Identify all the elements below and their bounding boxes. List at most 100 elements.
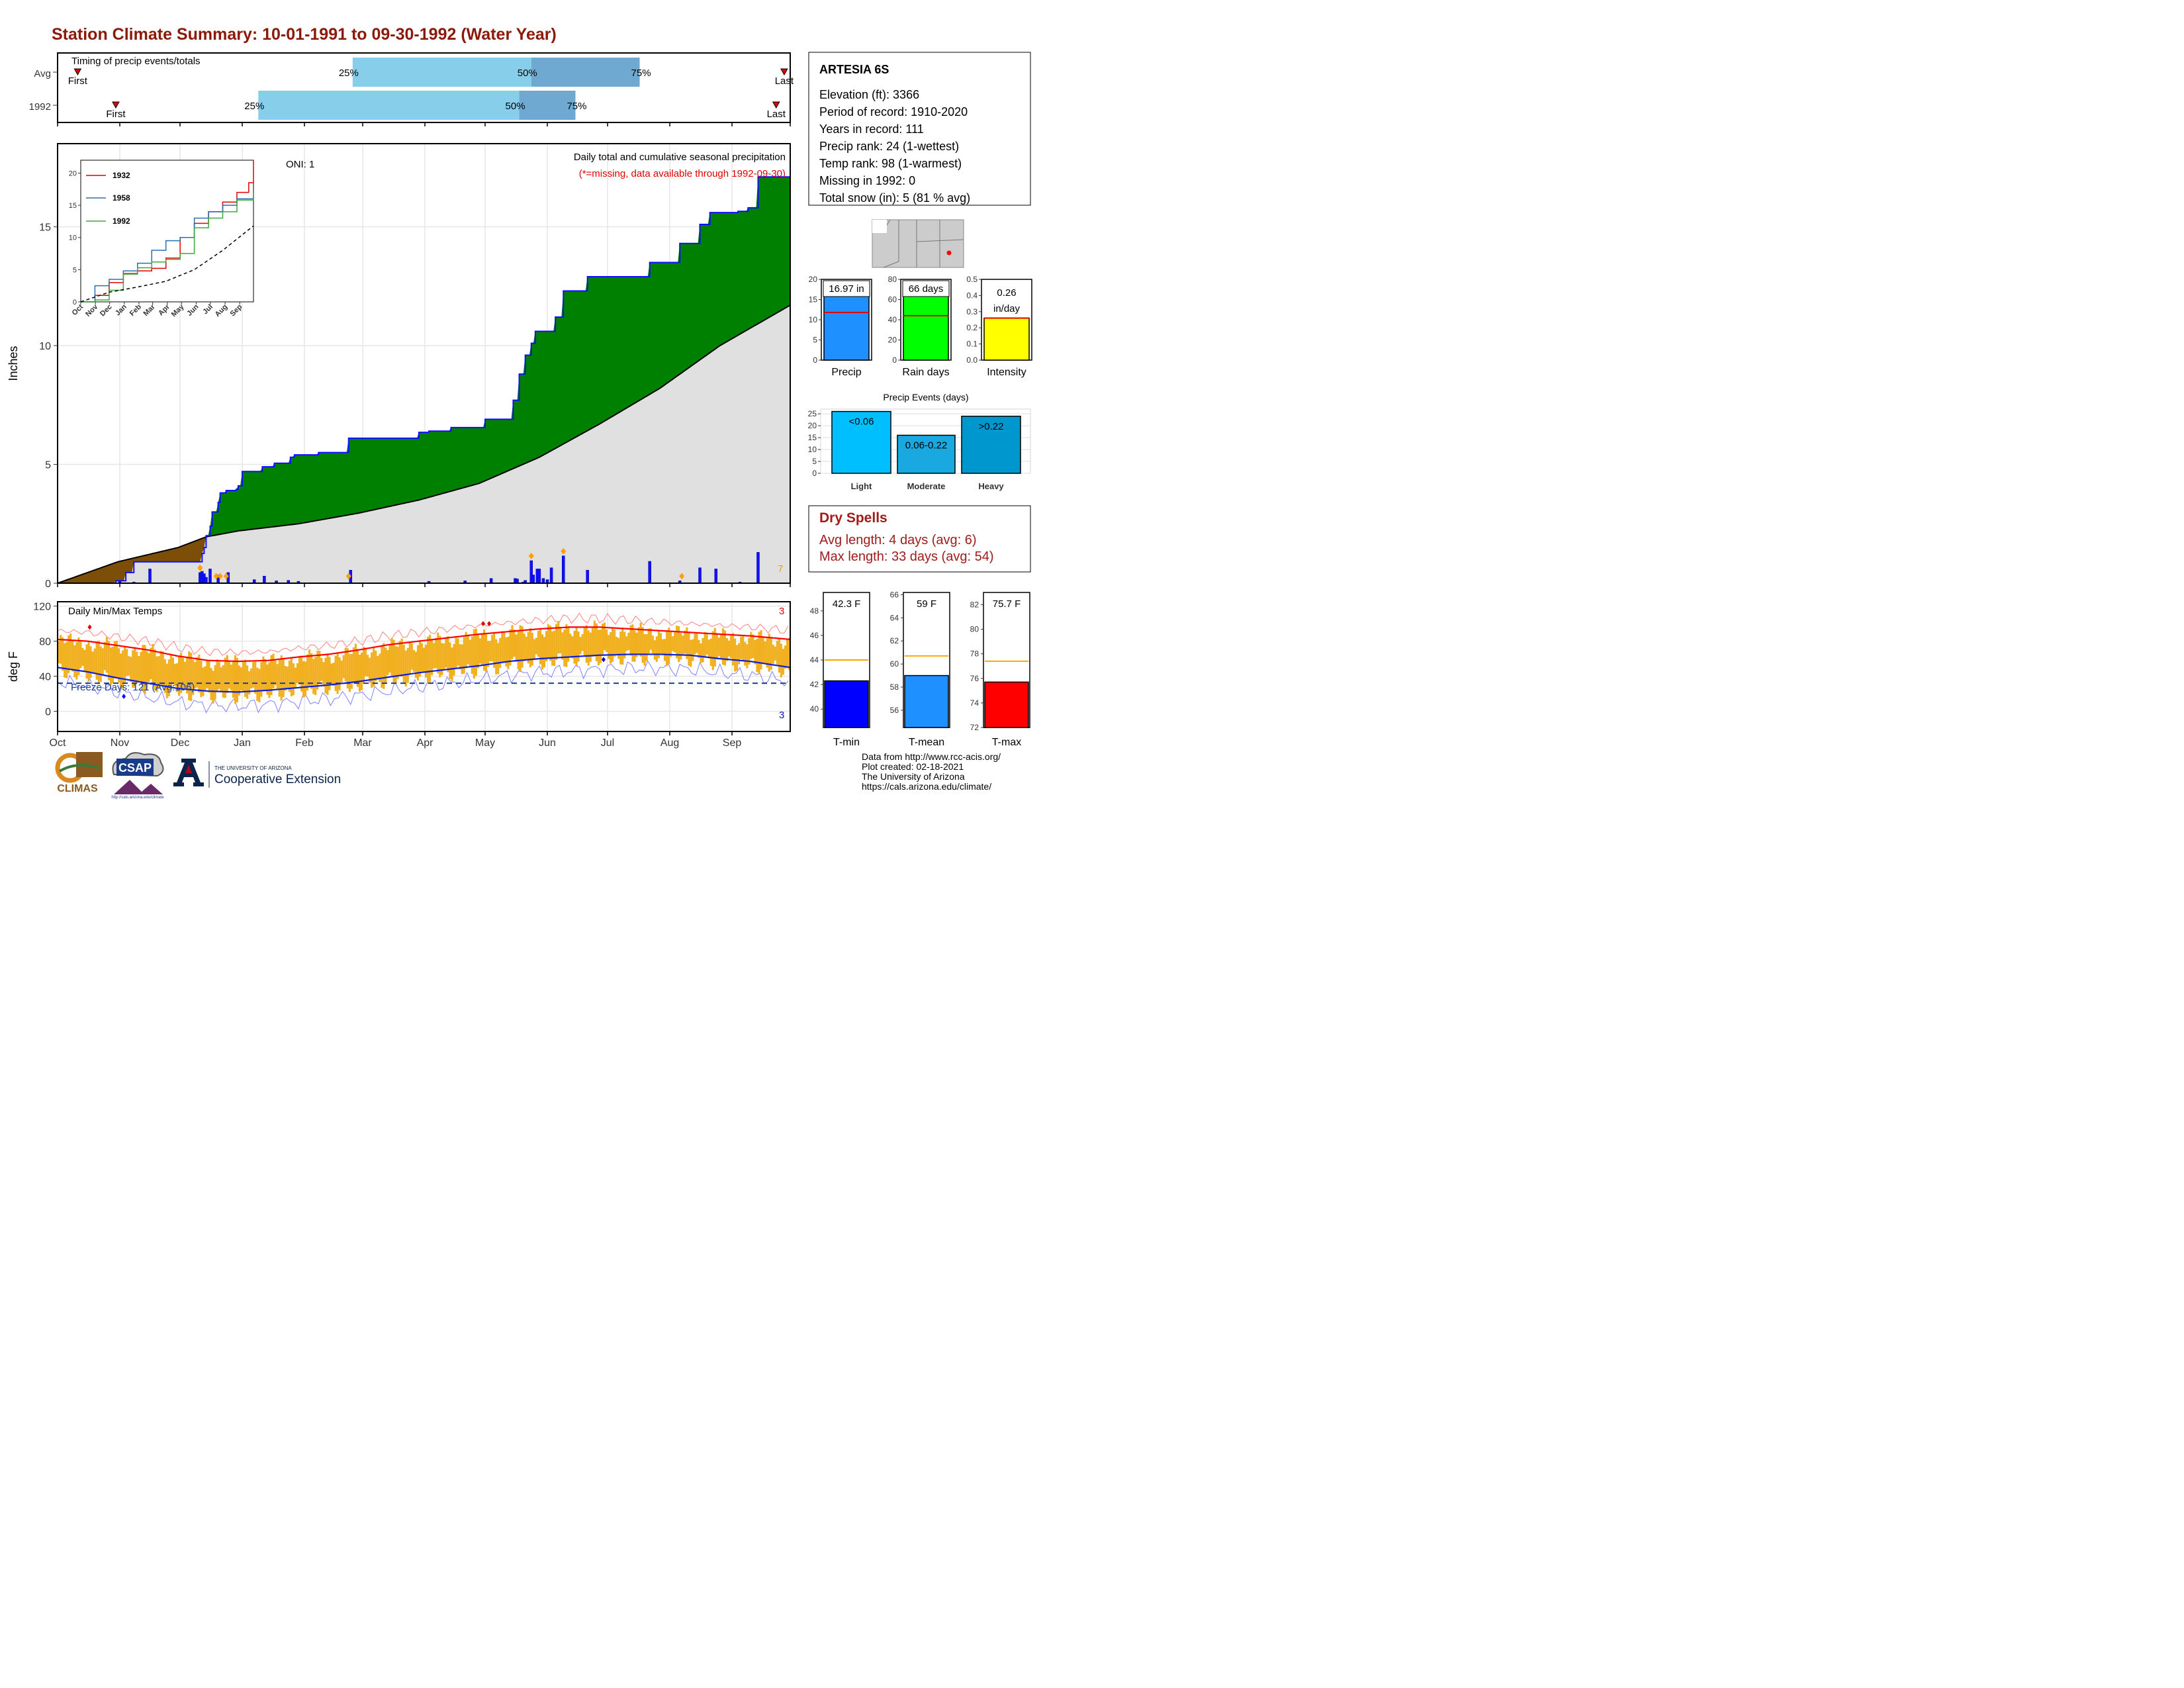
events-ytick-label: 5	[812, 457, 817, 466]
precip-ytick-label: 0	[45, 579, 51, 590]
daily-temp-bar	[95, 641, 98, 680]
record-count-label: 7	[778, 563, 783, 575]
daily-temp-bar	[427, 636, 430, 684]
daily-temp-bar	[723, 630, 727, 666]
temp-bar-name: T-max	[992, 737, 1021, 748]
daily-temp-bar	[365, 647, 367, 677]
daily-temp-bar	[418, 639, 422, 677]
daily-temp-bar	[348, 653, 351, 692]
intensity-value-number: 0.26	[997, 287, 1016, 299]
daily-temp-bar	[776, 641, 778, 665]
daily-temp-bar	[688, 632, 690, 666]
summary-bars: 0 5 10 15 20 Precip 0 20 40 60 80 Rain days 0.0 0.1 0.…	[809, 275, 1032, 378]
daily-temp-bar	[338, 657, 341, 690]
daily-temp-bar	[334, 655, 337, 691]
daily-temp-bar	[579, 637, 582, 655]
events-bar-light	[831, 410, 891, 474]
daily-temp-bar	[603, 622, 606, 651]
daily-precip-bar	[489, 578, 493, 584]
daily-temp-bar	[645, 633, 648, 662]
summary-ytick-label: 20	[888, 336, 897, 345]
daily-temp-bar	[541, 634, 544, 670]
daily-temp-bar	[173, 663, 177, 686]
station-line: Years in record: 111	[819, 122, 924, 136]
daily-temp-bar	[455, 637, 457, 669]
daily-temp-bar	[672, 636, 674, 651]
daily-temp-bar	[670, 632, 672, 657]
daily-temp-bar	[597, 630, 600, 666]
daily-temp-bar	[83, 649, 86, 671]
daily-temp-bar	[575, 627, 578, 667]
daily-temp-bar	[643, 633, 646, 666]
daily-temp-bar	[222, 665, 224, 698]
daily-temp-bar	[748, 637, 751, 665]
temp-bar-value-label: 59 F	[917, 598, 936, 610]
inset-ytick-label: 0	[73, 299, 77, 306]
daily-temp-bar	[165, 663, 168, 698]
daily-temp-bar	[698, 639, 700, 658]
daily-temp-bar	[326, 653, 329, 695]
temp-summary-ytick-label: 64	[890, 613, 899, 622]
daily-temp-bar	[146, 651, 148, 690]
daily-temp-bar	[549, 626, 552, 661]
daily-temp-bar	[404, 650, 407, 687]
summary-ytick-label: 0.3	[966, 307, 978, 316]
daily-temp-bar	[665, 632, 668, 667]
record-high-envelope	[57, 612, 789, 657]
precip-y-label: Inches	[7, 346, 20, 381]
record-temp-marker	[122, 694, 126, 700]
daily-temp-bar	[371, 652, 373, 688]
timing-marker-triangle	[73, 68, 82, 76]
daily-temp-bar	[79, 640, 82, 669]
temp-summary-ytick-label: 48	[810, 606, 819, 616]
inset-series-1992	[81, 192, 254, 303]
temp-summary-bars: 40 42 44 46 48 42.3 F T-min 56 58 60 62 64 66 59 F T-m…	[810, 590, 1030, 748]
average-cumulative-line	[57, 305, 791, 584]
daily-temp-bar	[254, 661, 257, 694]
daily-temp-bar	[383, 643, 385, 689]
daily-temp-bar	[684, 630, 686, 654]
daily-temp-bar	[132, 650, 134, 688]
credit-line: Data from http://www.rcc-acis.org/	[862, 751, 1001, 762]
timing-bar-25-50	[258, 91, 520, 120]
daily-temp-bar	[515, 634, 518, 662]
summary-ytick-label: 0.4	[966, 291, 978, 300]
daily-temp-bar	[294, 667, 296, 689]
daily-temp-bar	[196, 657, 199, 688]
daily-temp-bar	[593, 620, 596, 657]
daily-temp-bar	[441, 643, 443, 676]
daily-temp-bar	[200, 660, 203, 698]
daily-temp-bar	[91, 651, 94, 674]
daily-temp-bar	[278, 660, 281, 697]
daily-temp-bar	[304, 661, 307, 697]
temp-xtick-label: Mar	[353, 737, 372, 749]
daily-temp-bar	[161, 651, 164, 686]
daily-temp-bar	[89, 646, 92, 679]
summary-ytick-label: 0.1	[966, 340, 978, 349]
daily-temp-bar	[332, 663, 335, 686]
daily-temp-bar	[312, 659, 315, 694]
daily-temp-bar	[663, 639, 666, 661]
daily-temp-bar	[709, 638, 712, 667]
credit-line: Plot created: 02-18-2021	[862, 761, 964, 772]
daily-temp-bar	[563, 630, 566, 667]
daily-temp-bar	[589, 632, 592, 662]
daily-temp-bar	[467, 635, 469, 665]
ua-logo: THE UNIVERSITY OF ARIZONA Cooperative Ex…	[173, 759, 341, 788]
daily-temp-bar	[103, 642, 106, 671]
csap-logo: CSAP http://cals.arizona.edu/climate	[111, 752, 164, 800]
daily-temp-bar	[175, 663, 179, 692]
daily-temp-bar	[298, 655, 301, 685]
daily-temp-bar	[529, 628, 531, 668]
daily-precip-bar	[541, 578, 545, 584]
daily-temp-bar	[228, 660, 230, 689]
daily-temp-bar	[206, 661, 208, 688]
daily-temp-bar	[788, 637, 791, 671]
daily-temp-bar	[610, 632, 612, 664]
daily-temp-bar	[128, 656, 130, 676]
intensity-value-unit: in/day	[993, 303, 1021, 314]
temp-y-label: deg F	[7, 651, 20, 682]
daily-temp-bar	[182, 657, 185, 688]
daily-temp-bar	[328, 657, 331, 690]
summary-ytick-label: 10	[809, 315, 818, 324]
